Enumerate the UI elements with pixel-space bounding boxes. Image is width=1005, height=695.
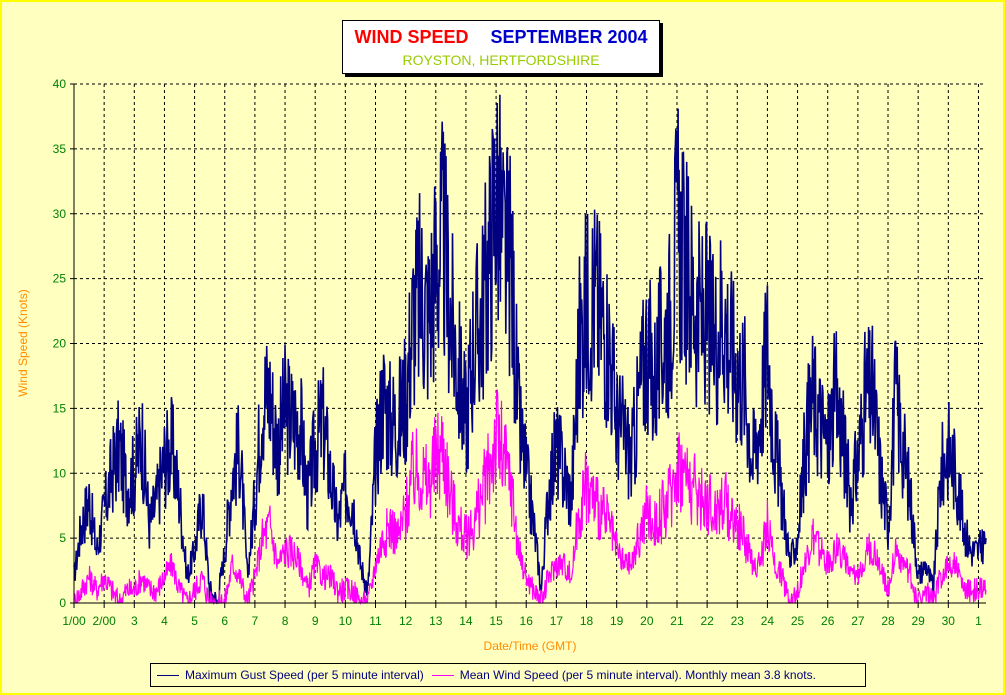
x-tick-label: 15 (489, 614, 503, 628)
x-tick-label: 25 (791, 614, 805, 628)
legend-item-gust: Maximum Gust Speed (per 5 minute interva… (157, 668, 424, 682)
x-tick-label: 11 (369, 614, 382, 628)
y-tick-label: 40 (53, 77, 67, 91)
series-line-gust (73, 94, 987, 605)
chart-title-box: WIND SPEED SEPTEMBER 2004 ROYSTON, HERTFO… (342, 20, 660, 74)
y-tick-label: 0 (59, 596, 66, 610)
x-tick-label: 8 (282, 614, 289, 628)
series-layer (73, 94, 987, 606)
x-tick-label: 28 (881, 614, 895, 628)
x-tick-label: 21 (670, 614, 684, 628)
x-tick-label: 22 (700, 614, 714, 628)
legend-swatch-gust (157, 674, 179, 676)
title-wind-speed: WIND SPEED (354, 27, 469, 47)
y-tick-label: 5 (59, 531, 66, 545)
series-line-mean (73, 389, 987, 606)
y-tick-label: 10 (53, 466, 67, 480)
x-tick-label: 7 (252, 614, 259, 628)
x-tick-label: 16 (520, 614, 534, 628)
x-tick-label: 1/00 (62, 614, 86, 628)
legend-item-mean: Mean Wind Speed (per 5 minute interval).… (431, 668, 816, 682)
x-tick-label: 13 (429, 614, 443, 628)
x-tick-label: 6 (221, 614, 228, 628)
y-tick-label: 35 (53, 142, 67, 156)
x-tick-label: 29 (911, 614, 925, 628)
x-tick-label: 2/00 (92, 614, 116, 628)
title-month: SEPTEMBER 2004 (490, 27, 648, 47)
x-tick-label: 17 (550, 614, 564, 628)
x-tick-label: 23 (731, 614, 745, 628)
x-tick-label: 26 (821, 614, 835, 628)
x-tick-label: 30 (942, 614, 956, 628)
chart-subtitle: ROYSTON, HERTFORDSHIRE (402, 52, 600, 68)
y-tick-label: 30 (53, 207, 67, 221)
x-tick-label: 10 (339, 614, 353, 628)
x-tick-label: 5 (191, 614, 198, 628)
x-tick-label: 20 (640, 614, 654, 628)
x-tick-label: 3 (131, 614, 138, 628)
y-tick-label: 15 (53, 401, 67, 415)
x-tick-label: 24 (761, 614, 775, 628)
y-tick-label: 25 (53, 272, 67, 286)
x-tick-label: 19 (610, 614, 624, 628)
chart-legend: Maximum Gust Speed (per 5 minute interva… (150, 663, 866, 687)
legend-label-mean: Mean Wind Speed (per 5 minute interval).… (459, 668, 816, 682)
chart-title: WIND SPEED SEPTEMBER 2004 (343, 27, 659, 48)
x-axis-label: Date/Time (GMT) (484, 639, 577, 653)
legend-swatch-mean (431, 674, 454, 676)
legend-label-gust: Maximum Gust Speed (per 5 minute interva… (185, 668, 424, 682)
x-tick-label: 27 (851, 614, 865, 628)
x-tick-label: 1 (975, 614, 982, 628)
y-tick-label: 20 (53, 337, 67, 351)
x-tick-label: 18 (580, 614, 594, 628)
x-tick-label: 4 (161, 614, 168, 628)
axis-layer: 0 5 10 15 20 25 30 35 40 1/00 2/00 3 4 5 6 7 8 9 10 11 12 13 1… (53, 77, 986, 628)
x-tick-label: 14 (459, 614, 473, 628)
x-tick-label: 12 (399, 614, 413, 628)
x-tick-label: 9 (312, 614, 319, 628)
y-axis-label: Wind Speed (Knots) (16, 289, 30, 396)
